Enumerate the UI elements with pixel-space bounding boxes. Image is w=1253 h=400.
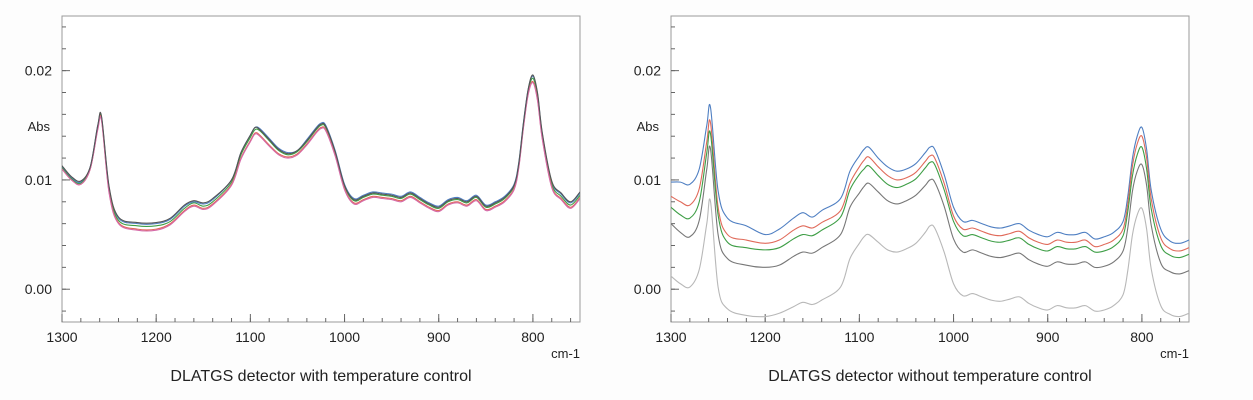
x-tick-label: 900 <box>427 329 451 345</box>
x-tick-label: 1000 <box>329 329 360 345</box>
x-tick-label: 1200 <box>750 329 781 345</box>
y-tick-label: 0.02 <box>634 63 661 79</box>
series-line-run-3 <box>671 130 1189 259</box>
x-tick-label: 900 <box>1036 329 1060 345</box>
x-tick-label: 1100 <box>844 329 874 345</box>
series-line-run-5 <box>62 74 580 224</box>
series-line-run-1 <box>671 103 1189 244</box>
chart-right-without-temperature-control: 1300 1200 1100 1000 900 800 0.00 0.01 0.02 Abs cm-… <box>634 15 1190 385</box>
x-tick-label: 1300 <box>655 329 686 345</box>
chart-left-with-temperature-control: 1300 1200 1100 1000 900 800 0.00 0.01 0.02 Abs cm-… <box>25 15 581 385</box>
chart-caption: DLATGS detector without temperature cont… <box>768 368 1091 385</box>
series-group <box>62 74 580 232</box>
x-tick-label: 1000 <box>938 329 969 345</box>
plot-frame <box>61 15 581 323</box>
y-tick-label: 0.01 <box>634 172 661 188</box>
plot-frame <box>670 15 1190 323</box>
y-axis-title: Abs <box>637 119 660 134</box>
x-tick-label: 1100 <box>235 329 265 345</box>
y-axis-title: Abs <box>28 119 51 134</box>
y-tick-label: 0.00 <box>634 281 661 297</box>
series-line-run-5 <box>671 198 1189 318</box>
x-tick-label: 1200 <box>141 329 172 345</box>
series-line-run-4 <box>671 145 1189 275</box>
chart-caption: DLATGS detector with temperature control <box>170 368 471 385</box>
x-tick-label: 800 <box>521 329 545 345</box>
x-tick-label: 1300 <box>46 329 77 345</box>
x-axis-unit-label: cm-1 <box>1160 346 1189 361</box>
series-line-run-2 <box>671 119 1189 252</box>
x-tick-label: 800 <box>1130 329 1154 345</box>
series-group <box>671 103 1189 318</box>
y-tick-label: 0.00 <box>25 281 52 297</box>
y-tick-label: 0.02 <box>25 63 52 79</box>
series-line-run-4 <box>62 82 580 232</box>
y-tick-label: 0.01 <box>25 172 52 188</box>
x-axis-unit-label: cm-1 <box>551 346 580 361</box>
